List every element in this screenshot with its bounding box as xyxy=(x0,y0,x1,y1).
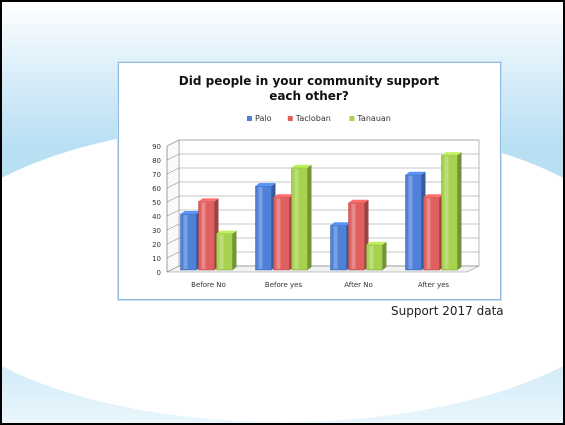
gridline-2 xyxy=(166,237,479,245)
y-tick-label-8: 80 xyxy=(152,157,161,165)
bar-top xyxy=(255,183,276,186)
gridline-5 xyxy=(166,195,479,203)
bar-side xyxy=(457,152,462,270)
bar-highlight xyxy=(258,187,263,269)
x-tick-label-0: Before No xyxy=(191,281,226,289)
y-tick-label-5: 50 xyxy=(152,199,161,207)
bar-front xyxy=(291,167,308,271)
bar-chart: Did people in your community support eac… xyxy=(152,74,480,289)
gridline-4 xyxy=(166,209,479,217)
gridlines xyxy=(166,139,480,273)
bar-palo-3 xyxy=(405,171,426,271)
y-tick-label-3: 30 xyxy=(152,227,161,235)
gridline-8 xyxy=(166,153,479,161)
chart-frame[interactable]: Did people in your community support eac… xyxy=(118,62,501,300)
bar-side xyxy=(307,164,312,270)
bar-highlight xyxy=(219,234,224,269)
legend-label-2: Tanauan xyxy=(356,114,390,123)
bar-side xyxy=(232,230,237,270)
bar-side xyxy=(382,241,387,270)
bar-highlight xyxy=(369,245,374,269)
y-tick-label-6: 60 xyxy=(152,185,161,193)
x-tick-label-1: Before yes xyxy=(265,281,303,289)
caption: Support 2017 data xyxy=(391,304,504,318)
bar-highlight xyxy=(183,215,188,269)
bar-top xyxy=(423,194,444,198)
bar-top xyxy=(366,241,387,245)
bar-front xyxy=(330,224,347,271)
bar-front xyxy=(273,196,290,271)
y-tick-label-2: 20 xyxy=(152,241,161,249)
bar-top xyxy=(180,211,201,214)
y-axis: 0 10 20 30 40 50 60 70 80 90 xyxy=(152,143,168,277)
gridline-7 xyxy=(166,167,479,175)
bar-palo-1 xyxy=(255,183,276,271)
bar-highlight xyxy=(444,156,449,269)
legend: Palo Tacloban Tanauan xyxy=(247,114,391,123)
bar-top xyxy=(405,171,426,175)
bar-front xyxy=(366,244,383,271)
y-tick-label-7: 70 xyxy=(152,171,161,179)
bar-front xyxy=(348,202,365,271)
legend-swatch-0 xyxy=(247,116,252,121)
bar-top xyxy=(291,164,312,168)
bar-palo-0 xyxy=(180,211,201,271)
bar-front xyxy=(423,196,440,271)
bar-top xyxy=(441,152,462,156)
bar-highlight xyxy=(276,198,281,269)
bar-highlight xyxy=(426,198,431,269)
bar-highlight xyxy=(333,226,338,269)
bar-front xyxy=(180,213,197,271)
bar-highlight xyxy=(201,202,206,269)
bar-tanauan-1 xyxy=(291,164,312,271)
side-wall xyxy=(166,139,180,273)
y-tick-label-9: 90 xyxy=(152,143,161,151)
bar-tacloban-2 xyxy=(348,199,369,271)
bar-front xyxy=(405,174,422,271)
legend-label-1: Tacloban xyxy=(295,114,331,123)
bar-tanauan-3 xyxy=(441,152,462,271)
gridline-9 xyxy=(166,139,479,147)
bar-tacloban-1 xyxy=(273,194,294,271)
bar-front xyxy=(198,201,215,271)
bars xyxy=(180,152,462,271)
bar-top xyxy=(273,194,294,198)
legend-swatch-1 xyxy=(287,116,293,121)
bar-front xyxy=(216,233,233,271)
gridline-3 xyxy=(166,223,479,231)
bar-top xyxy=(330,222,351,226)
bar-highlight xyxy=(294,168,299,269)
bar-palo-2 xyxy=(330,222,351,271)
bar-tacloban-3 xyxy=(423,194,444,271)
bar-tanauan-2 xyxy=(366,241,387,271)
y-tick-label-0: 0 xyxy=(157,269,161,277)
bar-top xyxy=(216,230,237,234)
chart-title-line1: Did people in your community support xyxy=(179,74,440,88)
gridline-6 xyxy=(166,181,479,189)
x-tick-label-2: After No xyxy=(344,281,373,289)
bar-tanauan-0 xyxy=(216,230,237,271)
bar-top xyxy=(348,199,369,203)
x-axis: Before No Before yes After No After yes xyxy=(191,281,449,289)
bar-tacloban-0 xyxy=(198,198,219,271)
bar-highlight xyxy=(408,175,413,269)
chart-title-line2: each other? xyxy=(269,89,349,103)
bar-front xyxy=(255,185,272,271)
y-tick-label-4: 40 xyxy=(152,213,161,221)
bar-highlight xyxy=(351,203,356,269)
bar-top xyxy=(198,198,219,202)
x-tick-label-3: After yes xyxy=(418,281,449,289)
legend-swatch-2 xyxy=(349,116,355,121)
bar-front xyxy=(441,154,458,271)
legend-label-0: Palo xyxy=(255,114,272,123)
y-tick-label-1: 10 xyxy=(152,255,161,263)
